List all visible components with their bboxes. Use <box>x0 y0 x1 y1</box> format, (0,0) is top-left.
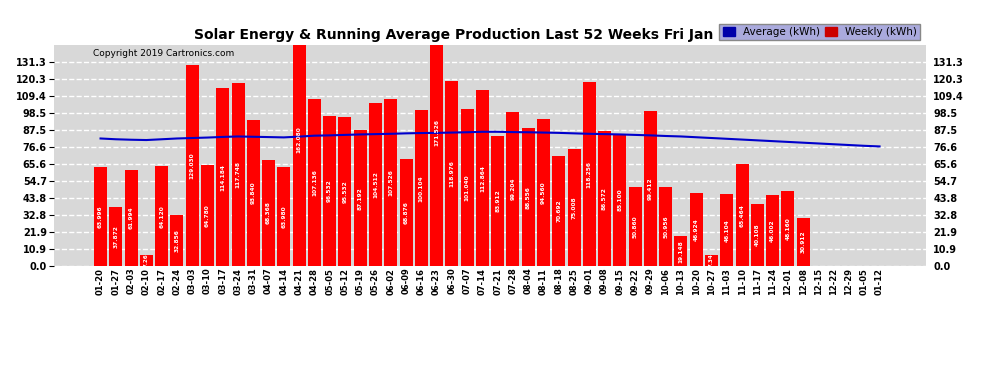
Text: 46.104: 46.104 <box>725 219 730 242</box>
Text: 61.994: 61.994 <box>129 207 134 229</box>
Text: 117.748: 117.748 <box>236 161 241 188</box>
Bar <box>567 149 580 266</box>
Text: 112.864: 112.864 <box>480 165 485 192</box>
Text: 48.160: 48.160 <box>785 217 790 240</box>
Bar <box>369 104 382 266</box>
Bar <box>583 82 596 266</box>
Bar <box>109 207 123 266</box>
Bar <box>674 236 687 266</box>
Text: 70.692: 70.692 <box>556 200 561 222</box>
Text: 63.996: 63.996 <box>98 205 103 228</box>
Text: 107.526: 107.526 <box>388 169 393 196</box>
Text: 37.872: 37.872 <box>113 225 119 248</box>
Bar <box>721 194 734 266</box>
Text: 46.924: 46.924 <box>694 218 699 241</box>
Bar <box>186 65 199 266</box>
Bar <box>155 166 168 266</box>
Bar <box>293 14 306 266</box>
Bar <box>384 99 397 266</box>
Bar <box>659 187 672 266</box>
Bar <box>598 131 611 266</box>
Text: 85.100: 85.100 <box>618 189 623 211</box>
Text: 87.192: 87.192 <box>357 187 362 210</box>
Text: 63.980: 63.980 <box>281 205 286 228</box>
Bar <box>232 83 245 266</box>
Bar <box>552 156 565 266</box>
Text: 99.412: 99.412 <box>647 177 653 200</box>
Bar <box>339 117 351 266</box>
Text: 118.976: 118.976 <box>449 160 454 187</box>
Bar <box>460 109 473 266</box>
Bar <box>781 191 794 266</box>
Bar <box>537 119 550 266</box>
Bar <box>94 166 107 266</box>
Bar <box>507 112 520 266</box>
Bar <box>522 128 535 266</box>
Bar <box>644 111 657 266</box>
Bar <box>690 193 703 266</box>
Title: Solar Energy & Running Average Production Last 52 Weeks Fri Jan 18 16:24: Solar Energy & Running Average Productio… <box>194 28 786 42</box>
Bar <box>201 165 214 266</box>
Text: 114.184: 114.184 <box>220 164 226 191</box>
Text: 93.840: 93.840 <box>250 182 255 204</box>
Bar <box>766 195 779 266</box>
Text: 75.008: 75.008 <box>571 196 576 219</box>
Bar <box>614 134 627 266</box>
Text: 107.136: 107.136 <box>312 170 317 196</box>
Text: 162.080: 162.080 <box>297 127 302 153</box>
Text: 64.780: 64.780 <box>205 204 210 227</box>
Text: 50.860: 50.860 <box>633 215 638 238</box>
Text: 65.464: 65.464 <box>740 204 744 227</box>
Bar <box>797 218 810 266</box>
Text: 86.572: 86.572 <box>602 188 607 210</box>
Bar <box>277 166 290 266</box>
Text: 101.040: 101.040 <box>464 174 469 201</box>
Text: 50.956: 50.956 <box>663 215 668 238</box>
Bar <box>170 215 183 266</box>
Text: 96.532: 96.532 <box>327 180 333 203</box>
Bar <box>262 160 275 266</box>
Text: 32.856: 32.856 <box>174 229 179 252</box>
Text: 88.556: 88.556 <box>526 186 531 209</box>
Text: 7.34: 7.34 <box>709 254 714 267</box>
Text: 83.912: 83.912 <box>495 189 500 212</box>
Text: 94.560: 94.560 <box>541 181 546 204</box>
Text: 95.532: 95.532 <box>343 180 347 203</box>
Bar <box>491 135 504 266</box>
Bar <box>430 0 444 266</box>
Bar <box>736 164 748 266</box>
Bar <box>415 110 428 266</box>
Bar <box>750 204 764 266</box>
Text: 104.512: 104.512 <box>373 171 378 198</box>
Text: 100.104: 100.104 <box>419 175 424 202</box>
Bar <box>629 187 642 266</box>
Bar <box>446 81 458 266</box>
Text: 68.368: 68.368 <box>266 201 271 224</box>
Bar <box>140 255 152 266</box>
Text: 64.120: 64.120 <box>159 205 164 228</box>
Bar <box>125 170 138 266</box>
Text: 19.148: 19.148 <box>678 240 683 263</box>
Text: 171.526: 171.526 <box>434 119 440 146</box>
Bar <box>400 159 413 266</box>
Text: Copyright 2019 Cartronics.com: Copyright 2019 Cartronics.com <box>93 50 235 58</box>
Text: 99.204: 99.204 <box>511 178 516 200</box>
Text: 118.256: 118.256 <box>587 160 592 188</box>
Bar <box>247 120 259 266</box>
Bar <box>323 116 337 266</box>
Bar <box>308 99 321 266</box>
Bar <box>476 90 489 266</box>
Text: 30.912: 30.912 <box>801 231 806 254</box>
Text: 7.26: 7.26 <box>144 254 148 267</box>
Bar <box>705 255 718 266</box>
Text: 46.002: 46.002 <box>770 219 775 242</box>
Text: 129.030: 129.030 <box>190 152 195 179</box>
Legend: Average (kWh), Weekly (kWh): Average (kWh), Weekly (kWh) <box>720 24 921 40</box>
Text: 40.108: 40.108 <box>754 224 760 246</box>
Bar <box>216 88 230 266</box>
Bar <box>353 130 366 266</box>
Text: 68.876: 68.876 <box>404 201 409 224</box>
